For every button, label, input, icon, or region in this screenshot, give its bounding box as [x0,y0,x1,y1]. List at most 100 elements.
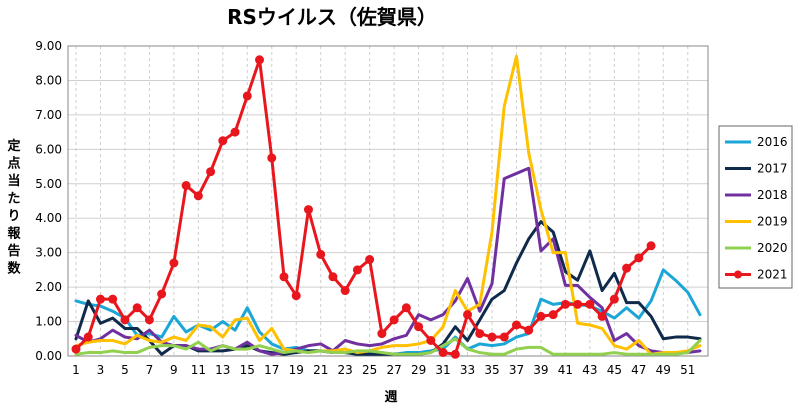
data-point-2021 [536,311,546,321]
data-point-2021 [242,91,252,101]
plot-frame [67,45,709,357]
x-tick-label: 51 [680,363,695,377]
x-tick-label: 3 [97,363,105,377]
data-point-2021 [169,258,179,268]
legend-item-2020: 2020 [725,241,788,255]
legend-marker-2021 [734,270,742,279]
series-line-2020 [74,337,702,356]
x-tick-label: 11 [191,363,206,377]
legend: 2016 2017 2018 2019 2020 2021 [718,125,793,289]
y-axis-title-char: 当 [7,173,20,189]
axes: 0.00 1.00 2.00 3.00 4.00 5.00 6.00 7.00 8.00 9.00… [35,39,709,377]
x-tick-label: 9 [170,363,178,377]
y-tick-label: 1.00 [35,315,62,329]
x-tick-label: 23 [338,363,353,377]
data-point-2021 [426,336,436,345]
series-2020 [74,337,702,356]
x-tick-label: 25 [362,363,377,377]
y-axis-title-char: り [7,209,20,224]
x-axis-title: 週 [384,390,397,405]
x-tick-label: 39 [533,363,548,377]
data-point-2021 [157,289,167,299]
data-point-2021 [524,325,534,335]
data-point-2021 [573,299,583,309]
data-point-2021 [585,299,595,309]
data-point-2021 [132,303,142,313]
legend-item-2017: 2017 [725,162,788,176]
data-point-2021 [499,332,509,342]
data-point-2021 [401,303,411,313]
data-point-2021 [291,291,301,301]
x-tick-label: 37 [509,363,524,377]
series-line-2018 [74,166,702,356]
y-tick-label: 4.00 [35,211,62,225]
legend-item-2021: 2021 [725,268,788,282]
x-tick-label: 7 [146,363,154,377]
legend-label-2020: 2020 [757,241,788,255]
data-point-2021 [255,55,265,65]
x-tick-label: 35 [484,363,499,377]
data-point-2021 [377,329,387,339]
legend-box [718,125,793,289]
data-point-2021 [414,322,424,332]
data-point-2021 [144,315,154,325]
data-point-2021 [206,167,216,177]
x-tick-label: 15 [240,363,255,377]
data-point-2021 [340,286,350,296]
x-tick-label: 29 [411,363,426,377]
data-point-2021 [450,349,460,359]
legend-label-2021: 2021 [757,268,788,282]
series-line-2019 [74,54,702,356]
data-point-2021 [352,265,362,275]
legend-label-2019: 2019 [757,215,788,229]
series-2018 [74,166,702,356]
y-tick-label: 7.00 [35,108,62,122]
data-point-2021 [95,294,105,304]
series-2021 [71,55,656,359]
y-axis-title-char: 数 [7,261,21,277]
data-point-2021 [365,255,375,265]
data-point-2021 [463,310,473,320]
data-point-2021 [487,332,497,342]
data-point-2021 [83,332,93,342]
y-axis-title-char: た [7,192,20,207]
x-tick-label: 41 [558,363,573,377]
data-point-2021 [108,294,118,304]
y-tick-label: 9.00 [35,39,62,53]
data-point-2021 [181,181,191,190]
data-point-2021 [193,191,203,201]
chart-title: RSウイルス（佐賀県） [227,5,437,29]
series-group [71,54,702,359]
x-tick-label: 27 [386,363,401,377]
data-point-2021 [328,272,338,282]
data-point-2021 [511,320,521,330]
data-point-2021 [303,205,313,215]
y-tick-label: 2.00 [35,280,62,294]
y-axis-title-char: 告 [7,243,20,259]
grid [68,45,708,357]
x-tick-label: 21 [313,363,328,377]
data-point-2021 [634,253,644,263]
legend-item-2019: 2019 [725,215,788,229]
series-2019 [74,54,702,356]
data-point-2021 [71,344,81,354]
data-point-2021 [475,329,485,339]
y-tick-label: 6.00 [35,142,62,156]
legend-label-2017: 2017 [757,162,788,176]
series-line-2021 [74,58,653,356]
y-tick-label: 0.00 [35,349,62,363]
data-point-2021 [279,272,289,282]
data-point-2021 [646,241,656,251]
data-point-2021 [560,299,570,309]
y-axis-title-char: 定 [6,138,20,154]
data-point-2021 [597,311,607,321]
y-axis-title-char: 点 [7,156,20,172]
data-point-2021 [548,310,558,320]
legend-label-2018: 2018 [757,188,788,202]
data-point-2021 [230,127,240,137]
y-tick-label: 8.00 [35,73,62,87]
x-tick-label: 13 [215,363,230,377]
